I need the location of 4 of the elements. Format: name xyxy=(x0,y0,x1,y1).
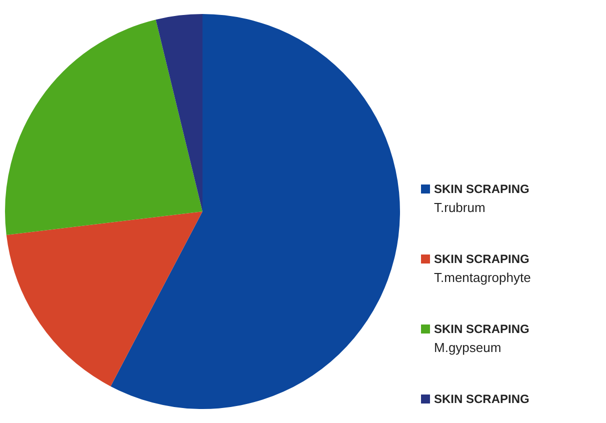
legend-label: SKIN SCRAPING T.mentagrophyte xyxy=(434,252,531,286)
legend-label: SKIN SCRAPING M.gypseum xyxy=(434,322,530,356)
legend-label: SKIN SCRAPING T.rubrum xyxy=(434,182,530,216)
legend-label: SKIN SCRAPING xyxy=(434,392,530,406)
